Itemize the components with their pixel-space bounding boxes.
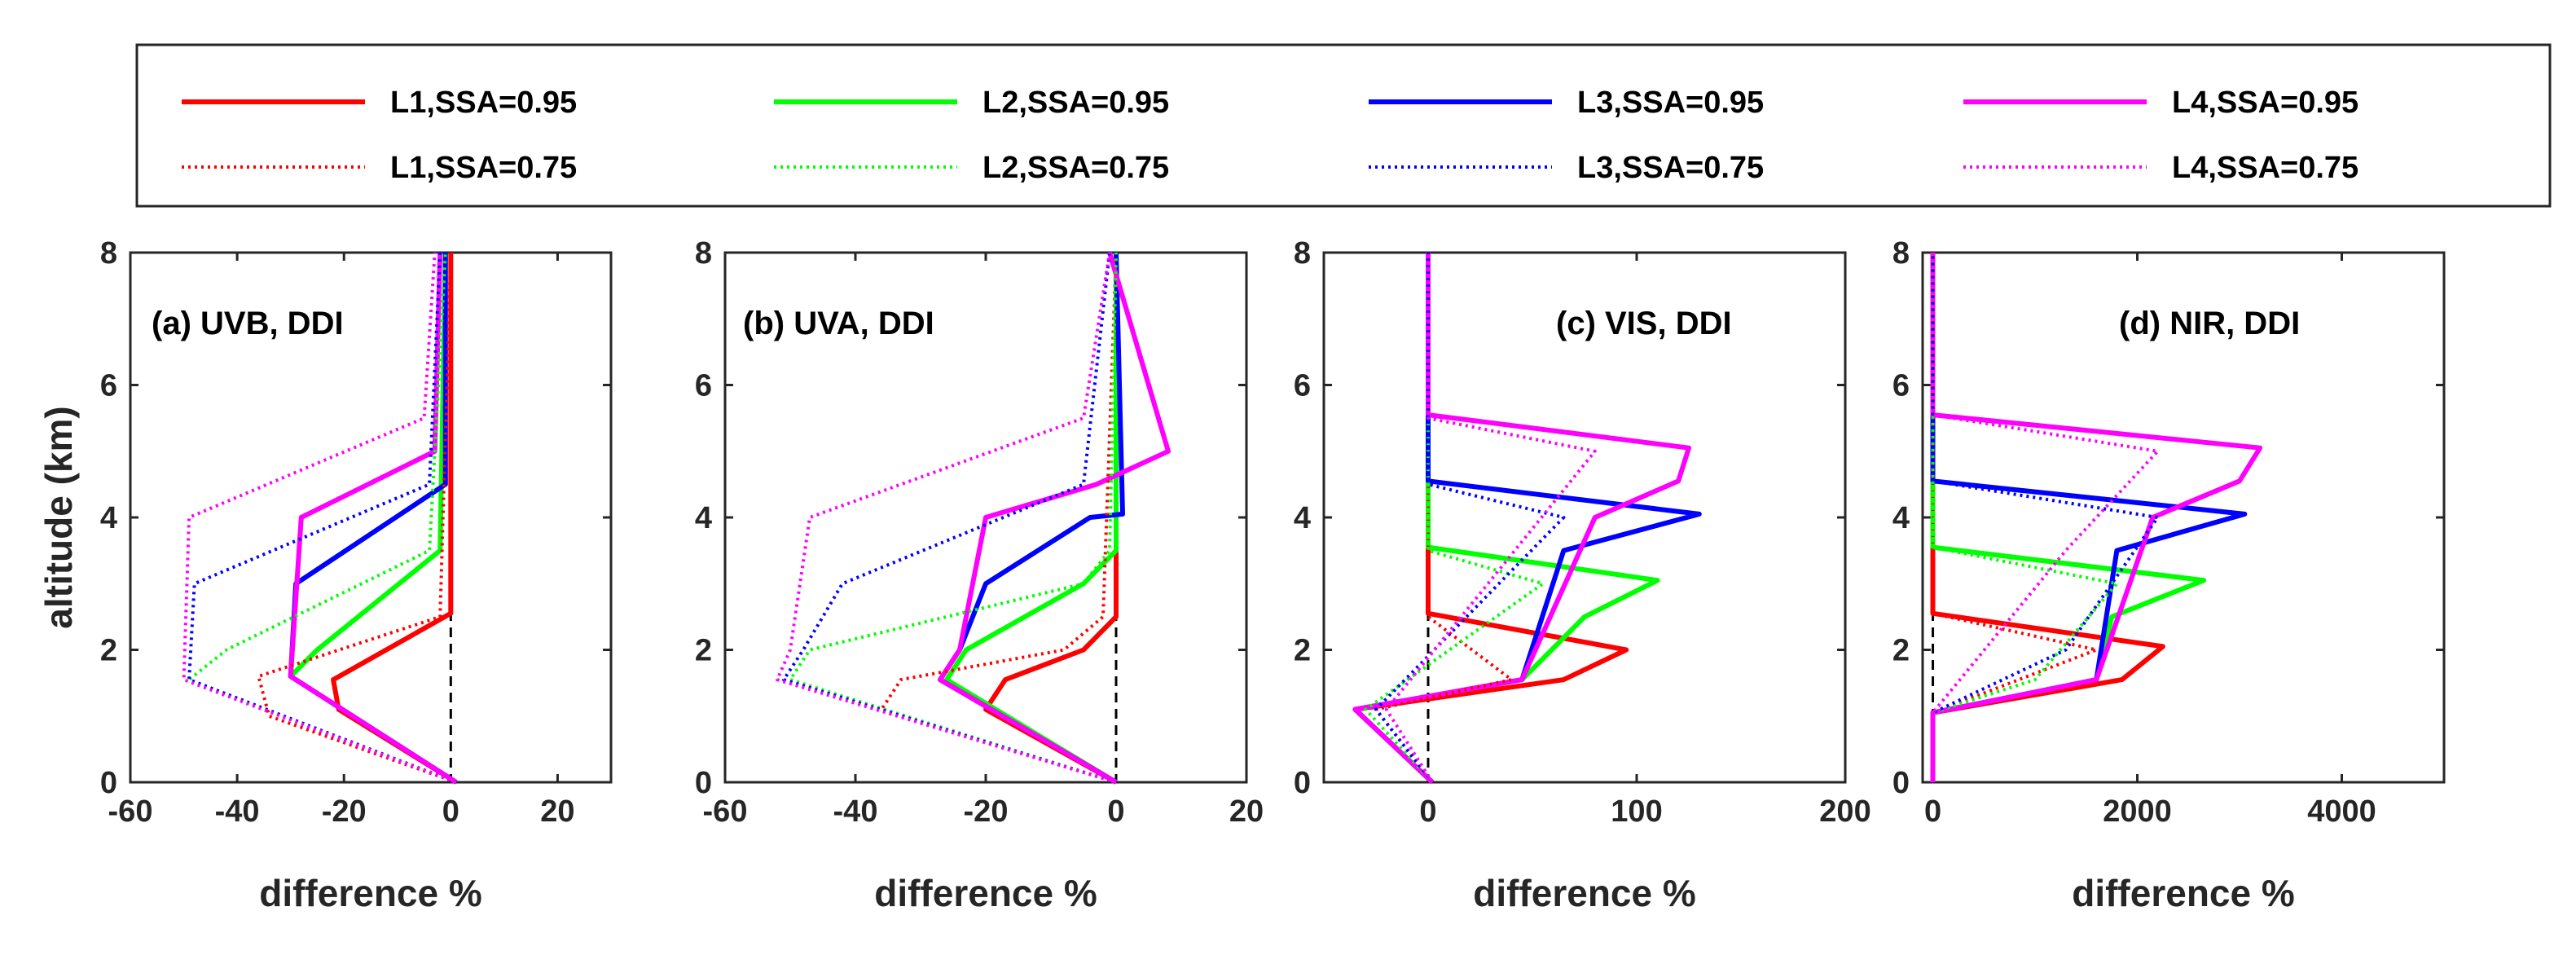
legend-label-7: L3,SSA=0.75 xyxy=(1577,151,1764,185)
series-line-7 xyxy=(1374,253,1566,784)
legend-label-2: L2,SSA=0.95 xyxy=(982,86,1169,120)
y-tick-label: 6 xyxy=(695,369,712,403)
legend-label-5: L1,SSA=0.75 xyxy=(390,151,577,185)
series-line-3 xyxy=(938,252,1125,785)
legend-label-8: L4,SSA=0.75 xyxy=(2172,151,2358,185)
series-line-5 xyxy=(257,252,457,784)
y-tick-label: 4 xyxy=(1294,501,1311,535)
x-tick-label: 0 xyxy=(442,794,459,829)
x-tick-label: 20 xyxy=(540,794,574,829)
y-tick-label: 0 xyxy=(1892,766,1910,800)
x-axis-label: difference % xyxy=(259,872,482,914)
y-tick-label: 8 xyxy=(695,236,712,271)
x-tick-label: -60 xyxy=(703,794,748,829)
legend-label-1: L1,SSA=0.95 xyxy=(390,86,577,120)
x-tick-label: 0 xyxy=(1107,794,1124,829)
y-tick-label: 8 xyxy=(100,236,117,271)
legend-frame xyxy=(135,43,2552,208)
x-axis-label: difference % xyxy=(2072,872,2295,914)
x-tick-label: 200 xyxy=(1819,794,1870,829)
x-tick-label: 4000 xyxy=(2307,794,2376,829)
series-line-6 xyxy=(789,252,1118,784)
x-tick-label: 20 xyxy=(1229,794,1264,829)
panel-title: (b) UVA, DDI xyxy=(743,306,934,341)
x-tick-label: -40 xyxy=(833,794,878,829)
y-tick-label: 6 xyxy=(100,369,117,403)
series-line-5 xyxy=(1931,253,2099,782)
legend-label-4: L4,SSA=0.95 xyxy=(2172,86,2358,120)
x-tick-label: 100 xyxy=(1611,794,1662,829)
panel-4: 0 2000 4000 0 2 4 6 8 (d) NIR, DDI difference % xyxy=(1892,236,2446,914)
panel-title: (d) NIR, DDI xyxy=(2119,306,2300,341)
x-axis-label: difference % xyxy=(1473,872,1696,914)
x-tick-label: -20 xyxy=(964,794,1009,829)
series-line-4 xyxy=(938,252,1171,785)
y-tick-label: 2 xyxy=(1892,634,1910,668)
y-tick-label: 4 xyxy=(695,501,712,535)
series-line-2 xyxy=(944,253,1119,785)
x-tick-label: -40 xyxy=(215,794,260,829)
legend: L1,SSA=0.95 L2,SSA=0.95 L3,SSA=0.95 L4,SSA=… xyxy=(135,43,2552,208)
series-line-4 xyxy=(1930,253,2263,782)
x-tick-label: -60 xyxy=(108,794,153,829)
series-line-4 xyxy=(288,252,458,785)
series-line-8 xyxy=(1384,253,1597,784)
y-tick-label: 8 xyxy=(1892,236,1910,271)
y-tick-label: 0 xyxy=(695,766,712,800)
y-tick-label: 8 xyxy=(1294,236,1311,271)
legend-label-6: L2,SSA=0.75 xyxy=(982,151,1169,185)
y-tick-label: 4 xyxy=(100,501,117,535)
y-tick-label: 2 xyxy=(695,634,712,668)
series-line-8 xyxy=(182,252,457,784)
x-axis-label: difference % xyxy=(874,872,1097,914)
y-tick-label: 2 xyxy=(100,634,117,668)
legend-label-3: L3,SSA=0.95 xyxy=(1577,86,1764,120)
series-line-4 xyxy=(1352,253,1691,785)
series-line-6 xyxy=(1364,253,1545,784)
x-tick-label: 0 xyxy=(1419,794,1436,829)
series-line-8 xyxy=(776,252,1117,784)
y-tick-label: 6 xyxy=(1892,369,1910,403)
series-line-6 xyxy=(1931,253,2119,782)
y-tick-label: 2 xyxy=(1294,634,1311,668)
panel-1: -60 -40 -20 0 20 0 2 4 6 8 (a) UVB, DDI difference … xyxy=(37,236,613,914)
x-tick-label: 0 xyxy=(1924,794,1941,829)
x-tick-label: -20 xyxy=(322,794,367,829)
y-axis-label: altitude (km) xyxy=(37,406,80,628)
panel-3: 0 100 200 0 2 4 6 8 (c) VIS, DDI difference % xyxy=(1294,236,1871,914)
y-tick-label: 0 xyxy=(1294,766,1311,800)
y-tick-label: 6 xyxy=(1294,369,1311,403)
y-tick-label: 0 xyxy=(100,766,117,800)
panel-2: -60 -40 -20 0 20 0 2 4 6 8 (b) UVA, DDI difference … xyxy=(695,236,1264,914)
y-tick-label: 4 xyxy=(1892,501,1910,535)
series-line-8 xyxy=(1931,253,2160,782)
panel-title: (a) UVB, DDI xyxy=(152,306,344,341)
x-tick-label: 2000 xyxy=(2103,794,2172,829)
panel-title: (c) VIS, DDI xyxy=(1556,306,1732,341)
